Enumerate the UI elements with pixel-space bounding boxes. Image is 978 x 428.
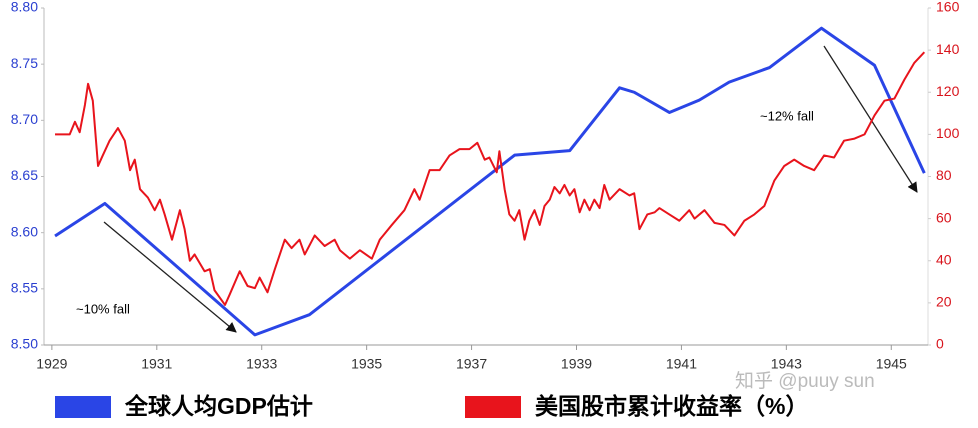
y-tick-label: 8.80 [11,0,38,15]
y2-tick-label: 60 [936,209,952,225]
y2-tick-label: 140 [936,41,960,57]
x-tick-label: 1943 [771,356,802,372]
annotation: ~10% fall [76,301,130,316]
y-tick-label: 8.65 [11,167,38,183]
legend-swatch [55,396,111,418]
x-tick-label: 1935 [351,356,382,372]
y2-tick-label: 80 [936,167,952,183]
x-tick-label: 1931 [141,356,172,372]
legend-swatch [465,396,521,418]
y-tick-label: 8.50 [11,336,38,352]
arrow [103,221,237,333]
x-tick-label: 1929 [36,356,67,372]
annotation: ~12% fall [760,108,814,123]
arrow [823,45,918,193]
y-tick-label: 8.70 [11,111,38,127]
y-tick-label: 8.75 [11,55,38,71]
x-tick-label: 1945 [876,356,907,372]
x-tick-label: 1941 [666,356,697,372]
x-tick-label: 1933 [246,356,277,372]
y-tick-label: 8.60 [11,223,38,239]
y2-tick-label: 40 [936,251,952,267]
x-tick-label: 1939 [561,356,592,372]
legend-label: 全球人均GDP估计 [124,393,313,419]
y2-tick-label: 160 [936,0,960,15]
y2-tick-label: 100 [936,125,960,141]
y2-tick-label: 120 [936,83,960,99]
series-line [55,51,926,306]
y2-tick-label: 20 [936,294,952,310]
series-line [54,26,926,337]
y-tick-label: 8.55 [11,280,38,296]
x-tick-label: 1937 [456,356,487,372]
y2-tick-label: 0 [936,336,944,352]
watermark: 知乎 @puuy sun [735,370,875,392]
legend-label: 美国股市累计收益率（%） [535,393,808,419]
